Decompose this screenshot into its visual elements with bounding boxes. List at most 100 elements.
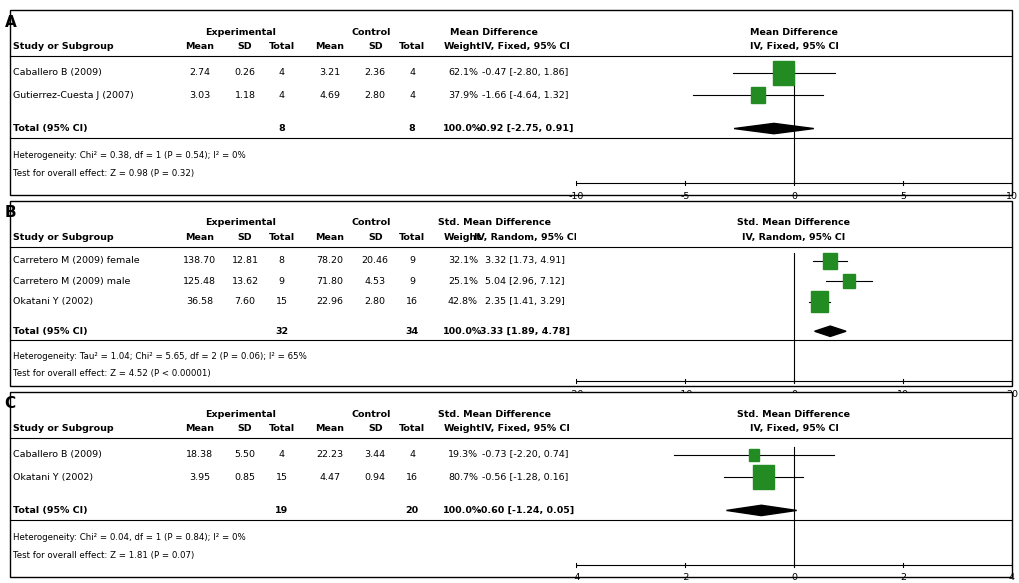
Text: 22.23: 22.23 <box>316 450 343 459</box>
Text: 2.35 [1.41, 3.29]: 2.35 [1.41, 3.29] <box>485 297 565 306</box>
Text: IV, Fixed, 95% CI: IV, Fixed, 95% CI <box>749 424 838 433</box>
Bar <box>810 292 827 312</box>
Text: Std. Mean Difference: Std. Mean Difference <box>737 218 850 227</box>
Text: 22.96: 22.96 <box>316 297 343 306</box>
Text: 0.94: 0.94 <box>365 473 385 482</box>
Text: 19.3%: 19.3% <box>447 450 478 459</box>
Text: 8: 8 <box>278 257 284 265</box>
Text: Test for overall effect: Z = 4.52 (P < 0.00001): Test for overall effect: Z = 4.52 (P < 0… <box>13 370 211 378</box>
Text: SD: SD <box>237 43 252 51</box>
Text: 20: 20 <box>405 506 418 515</box>
Text: Caballero B (2009): Caballero B (2009) <box>13 68 102 78</box>
Text: Total: Total <box>398 233 425 242</box>
Text: Weight: Weight <box>443 424 481 433</box>
Text: Caballero B (2009): Caballero B (2009) <box>13 450 102 459</box>
Text: Study or Subgroup: Study or Subgroup <box>13 424 113 433</box>
Text: Test for overall effect: Z = 1.81 (P = 0.07): Test for overall effect: Z = 1.81 (P = 0… <box>13 552 194 560</box>
Text: Total: Total <box>269 43 294 51</box>
Bar <box>772 61 794 85</box>
Text: -0.47 [-2.80, 1.86]: -0.47 [-2.80, 1.86] <box>482 68 568 78</box>
Bar <box>752 465 773 489</box>
Text: 5: 5 <box>899 192 905 201</box>
Text: Heterogeneity: Chi² = 0.38, df = 1 (P = 0.54); I² = 0%: Heterogeneity: Chi² = 0.38, df = 1 (P = … <box>13 151 246 160</box>
Text: 71.80: 71.80 <box>316 277 343 286</box>
Text: Okatani Y (2002): Okatani Y (2002) <box>13 473 93 482</box>
Text: 5.50: 5.50 <box>234 450 256 459</box>
Text: 2.74: 2.74 <box>190 68 210 78</box>
Text: 32: 32 <box>275 326 288 336</box>
Text: Experimental: Experimental <box>205 409 276 419</box>
Bar <box>842 274 854 289</box>
Text: 42.8%: 42.8% <box>447 297 478 306</box>
Text: SD: SD <box>368 43 382 51</box>
Text: 80.7%: 80.7% <box>447 473 478 482</box>
Text: -10: -10 <box>677 389 692 399</box>
Text: Control: Control <box>351 409 390 419</box>
Text: Mean: Mean <box>315 233 344 242</box>
Text: 5.04 [2.96, 7.12]: 5.04 [2.96, 7.12] <box>485 277 565 286</box>
Text: 4: 4 <box>278 450 284 459</box>
Text: SD: SD <box>368 424 382 433</box>
Text: 0.85: 0.85 <box>234 473 256 482</box>
Text: 138.70: 138.70 <box>183 257 216 265</box>
Text: SD: SD <box>237 424 252 433</box>
Text: Total: Total <box>398 43 425 51</box>
Text: Std. Mean Difference: Std. Mean Difference <box>737 409 850 419</box>
Text: Experimental: Experimental <box>205 27 276 37</box>
Text: Total (95% CI): Total (95% CI) <box>13 506 88 515</box>
Text: 2.80: 2.80 <box>365 297 385 306</box>
Text: 78.20: 78.20 <box>316 257 343 265</box>
Text: 9: 9 <box>409 277 415 286</box>
Text: B: B <box>4 205 16 220</box>
Text: 2: 2 <box>899 574 905 582</box>
Text: Total (95% CI): Total (95% CI) <box>13 326 88 336</box>
Text: Mean: Mean <box>185 233 214 242</box>
Text: 4: 4 <box>409 68 415 78</box>
Text: 4: 4 <box>409 91 415 100</box>
Text: Study or Subgroup: Study or Subgroup <box>13 233 113 242</box>
Text: 4: 4 <box>1008 574 1014 582</box>
Text: -2: -2 <box>680 574 689 582</box>
Text: 15: 15 <box>275 473 287 482</box>
Text: 3.21: 3.21 <box>319 68 340 78</box>
Text: 3.32 [1.73, 4.91]: 3.32 [1.73, 4.91] <box>485 257 565 265</box>
Text: -0.60 [-1.24, 0.05]: -0.60 [-1.24, 0.05] <box>476 506 574 515</box>
Text: 100.0%: 100.0% <box>443 326 482 336</box>
Text: Experimental: Experimental <box>205 218 276 227</box>
Text: 9: 9 <box>409 257 415 265</box>
Text: SD: SD <box>237 233 252 242</box>
Text: 3.95: 3.95 <box>190 473 210 482</box>
Text: A: A <box>4 15 16 30</box>
Text: Mean Difference: Mean Difference <box>749 27 837 37</box>
Text: Weight: Weight <box>443 43 481 51</box>
Text: 3.03: 3.03 <box>189 91 210 100</box>
Text: IV, Fixed, 95% CI: IV, Fixed, 95% CI <box>749 43 838 51</box>
Text: Weight: Weight <box>443 233 481 242</box>
Text: Total: Total <box>398 424 425 433</box>
Text: -10: -10 <box>568 192 583 201</box>
Text: 100.0%: 100.0% <box>443 506 482 515</box>
Text: 10: 10 <box>896 389 908 399</box>
Text: 4: 4 <box>409 450 415 459</box>
Text: -5: -5 <box>680 192 689 201</box>
Text: 2.80: 2.80 <box>365 91 385 100</box>
Text: Gutierrez-Cuesta J (2007): Gutierrez-Cuesta J (2007) <box>13 91 133 100</box>
Text: 4.47: 4.47 <box>319 473 340 482</box>
Text: Carretero M (2009) female: Carretero M (2009) female <box>13 257 140 265</box>
Text: 25.1%: 25.1% <box>447 277 478 286</box>
Text: Total: Total <box>269 233 294 242</box>
Text: Mean Difference: Mean Difference <box>449 27 537 37</box>
Text: Test for overall effect: Z = 0.98 (P = 0.32): Test for overall effect: Z = 0.98 (P = 0… <box>13 170 194 178</box>
Text: 20: 20 <box>1005 389 1017 399</box>
Text: Favours [experimental]: Favours [experimental] <box>625 405 722 413</box>
Text: Favours [control]: Favours [control] <box>877 405 949 413</box>
Text: 4: 4 <box>278 91 284 100</box>
Text: IV, Random, 95% CI: IV, Random, 95% CI <box>473 233 577 242</box>
Text: 2.36: 2.36 <box>365 68 385 78</box>
Text: 4.53: 4.53 <box>365 277 385 286</box>
Text: Heterogeneity: Tau² = 1.04; Chi² = 5.65, df = 2 (P = 0.06); I² = 65%: Heterogeneity: Tau² = 1.04; Chi² = 5.65,… <box>13 352 307 361</box>
Text: 12.81: 12.81 <box>231 257 258 265</box>
Text: 8: 8 <box>409 124 415 133</box>
Text: Control: Control <box>351 27 390 37</box>
Text: 0: 0 <box>790 389 796 399</box>
